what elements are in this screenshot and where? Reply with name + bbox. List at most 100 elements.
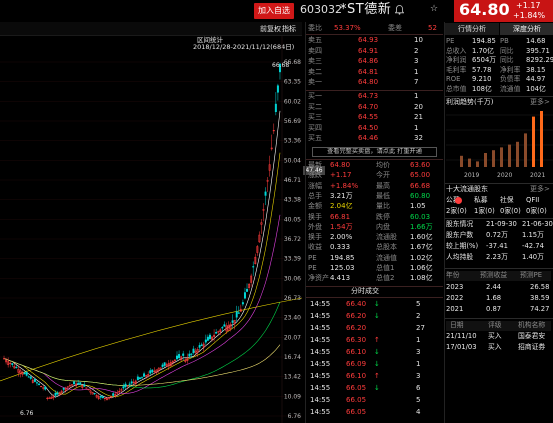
fundamental-value: 108亿 [472, 85, 492, 93]
tick-volume: 5 [416, 396, 421, 404]
stat-label: 外盘 [308, 222, 322, 231]
stat-label: 最低 [376, 191, 390, 200]
tick-time: 14:55 [310, 408, 331, 416]
fund-type-label: QFII [526, 196, 540, 204]
candle-body [89, 390, 92, 393]
stat-value: 64.80 [330, 161, 351, 169]
rating-row[interactable]: 21/11/10 买入 国泰君安 [446, 332, 551, 342]
candle-body [262, 209, 265, 211]
kline-chart[interactable]: 66.68 63.35 60.02 56.69 53.36 50.04 46.71 43.38… [0, 36, 303, 423]
profit-year-label: 2020 [497, 172, 512, 179]
candle-body [173, 359, 176, 361]
buy-level[interactable]: 买三 64.55 21 [306, 113, 443, 123]
candle-body [229, 323, 232, 329]
buy-level-label: 买三 [308, 113, 322, 121]
candle-body [128, 383, 131, 385]
stat-value: 63.60 [410, 161, 431, 169]
candle-body [141, 377, 143, 379]
candle-body [77, 382, 80, 385]
buy-level-price: 64.46 [358, 134, 379, 142]
forecast-eps: 0.87 [486, 305, 502, 313]
sell-level[interactable]: 卖四 64.91 2 [306, 47, 443, 57]
add-to-watchlist-button[interactable]: 加入自选 [254, 3, 294, 19]
holder-label: 股东户数 [446, 231, 474, 239]
stat-value: 1.06亿 [410, 264, 433, 272]
adjust-dropdown[interactable]: 前复权 [260, 25, 281, 33]
divider [445, 183, 553, 184]
indicator-dropdown[interactable]: 指标 [282, 25, 296, 33]
tab-market-analysis[interactable]: 行情分析 [445, 23, 499, 35]
stat-label: 内盘 [376, 222, 390, 231]
tick-price: 66.40 [346, 300, 367, 308]
price-highlight [454, 0, 553, 22]
buy-level-volume: 1 [414, 92, 419, 100]
candle-body [64, 387, 67, 391]
candle-body [33, 379, 36, 382]
sell-level[interactable]: 卖五 64.93 10 [306, 36, 443, 46]
tick-row: 14:55 66.10 ↑ 3 [306, 372, 443, 382]
buy-level[interactable]: 买四 64.50 1 [306, 124, 443, 134]
tick-volume: 1 [416, 360, 421, 368]
stat-value: 1.05 [410, 202, 426, 211]
ma-line [0, 297, 303, 382]
candle-body [27, 376, 30, 378]
candle-body [239, 308, 242, 312]
holder-value: 21-06-30 [522, 220, 553, 228]
candle-body [159, 367, 162, 370]
tick-row: 14:55 66.40 ↓ 5 [306, 300, 443, 310]
candle-body [15, 367, 18, 369]
fund-type-value: 2家(0) [446, 207, 467, 215]
fundamental-row: PE 194.85 PB 14.68 [446, 37, 551, 47]
candle-body [235, 311, 238, 318]
quote-stat-row: 换手 66.81 跌停 60.03 [306, 213, 443, 223]
forecast-eps: 2.44 [486, 283, 502, 291]
full-orderbook-link[interactable]: 查看完整买卖盘，请点此 打重开通 [312, 147, 437, 157]
star-icon[interactable]: ☆ [430, 4, 439, 14]
divider [306, 159, 443, 160]
tick-volume: 3 [416, 372, 421, 380]
candle-body [151, 369, 154, 373]
more-link[interactable]: 更多> [530, 185, 550, 193]
bell-icon[interactable] [395, 5, 404, 15]
buy-level-price: 64.70 [358, 102, 379, 111]
quote-stat-row: 涨幅 +1.84% 最高 66.68 [306, 182, 443, 192]
stat-value: 3.21万 [330, 191, 353, 200]
profit-bar [492, 150, 495, 167]
candle-body [35, 382, 38, 384]
tick-price: 66.05 [346, 384, 367, 392]
candle-body [246, 288, 249, 292]
candle-body [130, 381, 133, 384]
range-stat-label[interactable]: 区间统计 [197, 36, 223, 44]
candle-body [17, 369, 20, 373]
more-link[interactable]: 更多> [530, 98, 550, 106]
moving-average-lines [0, 110, 303, 399]
candle-body [167, 363, 170, 367]
candle-body [9, 362, 12, 364]
buy-level[interactable]: 买一 64.73 1 [306, 92, 443, 102]
tick-price: 66.10 [346, 372, 367, 380]
stat-value: 125.03 [330, 264, 355, 272]
wei-ratio-value: 53.37% [334, 24, 361, 32]
sell-level[interactable]: 卖三 64.86 3 [306, 57, 443, 67]
tick-time: 14:55 [310, 396, 331, 404]
fundamental-value: 8292.29 [526, 56, 553, 65]
holder-value: 21-09-30 [486, 220, 517, 228]
holder-row: 较上期(%) -37.41 -42.74 [446, 242, 551, 252]
tick-row: 14:55 66.09 ↓ 1 [306, 360, 443, 370]
forecast-column-header: 预测PE [520, 271, 542, 279]
tick-volume: 27 [416, 324, 425, 332]
buy-level[interactable]: 买二 64.70 20 [306, 103, 443, 113]
quote-stat-row: PE 194.85 流通值 1.02亿 [306, 254, 443, 264]
fundamental-label: 同比 [500, 56, 514, 65]
buy-level[interactable]: 买五 64.46 32 [306, 134, 443, 144]
sell-level[interactable]: 卖二 64.81 1 [306, 68, 443, 78]
fundamental-label: 总收入 [446, 46, 467, 55]
holder-value: -37.41 [486, 242, 508, 250]
rating-date: 21/11/10 [446, 332, 477, 340]
candle-body [132, 381, 135, 383]
buy-level-price: 64.55 [358, 113, 379, 121]
tab-deep-analysis[interactable]: 深度分析 [500, 23, 553, 35]
rating-row[interactable]: 17/01/03 买入 招商证券 [446, 343, 551, 353]
tick-direction-icon: ↓ [374, 360, 380, 368]
sell-level[interactable]: 卖一 64.80 7 [306, 78, 443, 88]
